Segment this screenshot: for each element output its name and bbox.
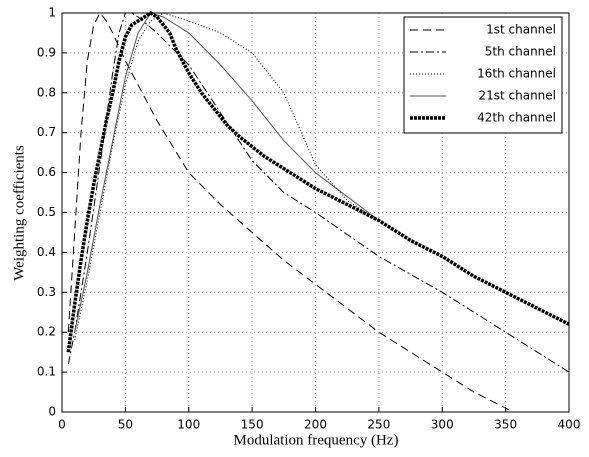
- x-tick-label: 250: [367, 418, 390, 432]
- x-tick-label: 50: [118, 418, 133, 432]
- y-tick-label: 0.3: [37, 285, 56, 299]
- x-tick-label: 300: [431, 418, 454, 432]
- x-tick-label: 350: [494, 418, 517, 432]
- y-tick-label: 0: [48, 405, 56, 419]
- y-tick-label: 0.7: [37, 125, 56, 139]
- y-tick-label: 0.6: [37, 165, 56, 179]
- x-tick-label: 200: [304, 418, 327, 432]
- y-tick-label: 0.4: [37, 245, 56, 259]
- y-axis-label: Weighting coefficients: [11, 145, 27, 281]
- legend-label: 21st channel: [478, 89, 556, 103]
- legend-label: 16th channel: [477, 67, 556, 81]
- plot-frame: [61, 12, 570, 413]
- line: [74, 12, 380, 341]
- y-tick-label: 0.8: [37, 85, 56, 99]
- legend-label: 1st channel: [486, 23, 556, 37]
- line: [66, 10, 570, 353]
- legend-box: [403, 16, 563, 134]
- x-tick-label: 0: [58, 418, 66, 432]
- x-tick-label: 100: [177, 418, 200, 432]
- y-tick-label: 0.9: [37, 45, 56, 59]
- legend-label: 5th channel: [485, 45, 556, 59]
- y-tick-label: 0.2: [37, 325, 56, 339]
- y-tick-label: 0.1: [37, 365, 56, 379]
- x-tick-label: 400: [558, 418, 581, 432]
- x-tick-label: 150: [241, 418, 264, 432]
- y-tick-label: 1: [48, 6, 56, 20]
- legend-label: 42th channel: [477, 111, 556, 125]
- x-axis-label: Modulation frequency (Hz): [234, 432, 399, 448]
- y-tick-label: 0.5: [37, 205, 56, 219]
- line: [74, 12, 380, 333]
